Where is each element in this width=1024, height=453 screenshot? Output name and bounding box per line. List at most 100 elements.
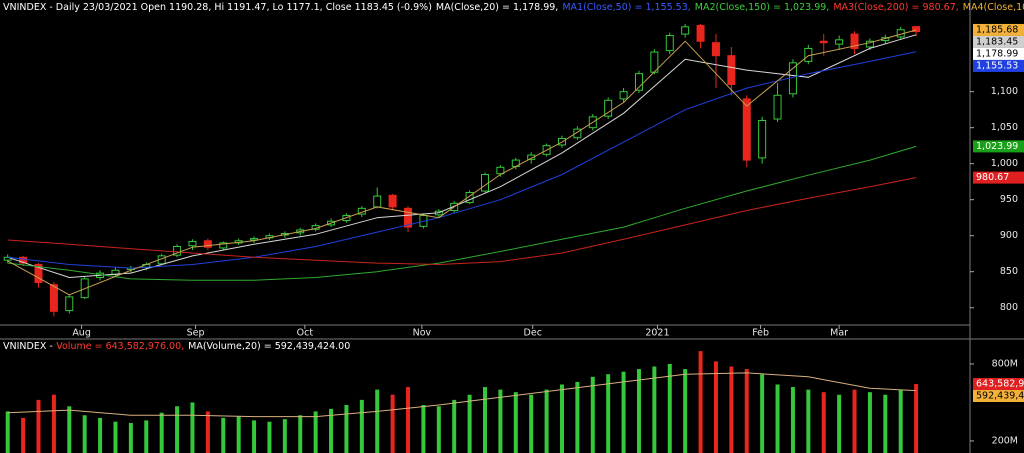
legend-entry: MA2(Close,150) = 1,023.99, — [695, 2, 830, 13]
y-tick-label: 200M — [992, 435, 1018, 446]
volume-bar — [821, 392, 826, 453]
value-box — [973, 140, 1024, 153]
candle-body — [912, 26, 921, 33]
y-tick-label: 850 — [1000, 266, 1018, 277]
volume-bar — [575, 381, 580, 453]
value-box-label: 1,178.99 — [976, 48, 1018, 59]
volume-bar — [21, 417, 26, 453]
candle-body — [188, 240, 197, 247]
y-tick-label: 1,050 — [991, 122, 1018, 133]
y-tick-label: 900 — [1000, 230, 1018, 241]
volume-bar — [375, 389, 380, 453]
volume-bar — [205, 411, 210, 453]
volume-bar — [298, 415, 303, 453]
volume-bar — [559, 384, 564, 453]
volume-bar — [67, 406, 72, 453]
x-tick-label: Dec — [524, 328, 542, 339]
y-tick-label: 800M — [992, 358, 1018, 369]
y-tick-label: 1,100 — [991, 86, 1018, 97]
x-tick-label: Sep — [187, 328, 205, 339]
candle-body — [604, 99, 613, 117]
value-box-label: 1,023.99 — [976, 141, 1018, 152]
volume-bar — [421, 405, 426, 453]
candle-body — [65, 296, 74, 312]
x-tick-label: Mar — [830, 328, 848, 339]
candle-body — [219, 242, 228, 249]
volume-bar — [359, 399, 364, 453]
volume-bar — [329, 408, 334, 453]
candle-body — [758, 119, 767, 159]
value-box — [973, 378, 1024, 391]
volume-bar — [590, 376, 595, 453]
volume-bar — [775, 384, 780, 453]
legend-entry: MA(Volume,20) = 592,439,424.00 — [188, 341, 350, 352]
candle-body — [404, 207, 413, 228]
candle-body — [527, 154, 536, 160]
candle-body — [465, 191, 474, 204]
volume-bar — [867, 392, 872, 453]
volume-bar — [236, 416, 241, 453]
value-box-label: 1,155.53 — [976, 60, 1018, 71]
volume-bar — [683, 369, 688, 453]
candle-body — [711, 42, 720, 57]
candle-body — [681, 26, 690, 35]
candle-body — [835, 39, 844, 45]
candle-body — [773, 94, 782, 120]
x-tick-label: 2021 — [645, 328, 669, 339]
volume-bar — [713, 361, 718, 453]
volume-bar — [144, 420, 149, 453]
header-title: VNINDEX - — [3, 341, 52, 352]
candle-body — [481, 173, 489, 192]
candle-body — [203, 240, 212, 248]
volume-bar — [729, 366, 734, 453]
candle-body — [173, 246, 182, 256]
volume-bar — [452, 399, 457, 453]
panel-header: VNINDEX - Daily 23/03/2021 Open 1190.28,… — [3, 2, 1024, 13]
volume-bar — [898, 389, 903, 453]
legend-entry: MA3(Close,200) = 980.67, — [833, 2, 958, 13]
candle-body — [619, 91, 628, 100]
volume-bar — [5, 411, 10, 453]
candle-body — [850, 33, 859, 49]
volume-bar — [698, 351, 703, 453]
value-box — [973, 35, 1024, 48]
value-box-label: 1,183.45 — [976, 36, 1018, 47]
volume-bar — [529, 394, 534, 453]
candle-body — [696, 24, 705, 42]
x-tick-label: Nov — [413, 328, 432, 339]
volume-bar — [282, 419, 287, 453]
volume-bar — [790, 387, 795, 453]
volume-bar — [606, 374, 611, 453]
volume-bar — [175, 406, 180, 453]
volume-bar — [390, 394, 395, 453]
y-tick-label: 950 — [1000, 194, 1018, 205]
candle-body — [819, 40, 828, 44]
volume-bar — [159, 412, 164, 453]
legend-entry: Volume = 643,582,976.00, — [56, 341, 184, 352]
x-tick-label: Feb — [752, 328, 769, 339]
volume-bar — [267, 421, 272, 453]
volume-bar — [36, 399, 41, 453]
value-box-label: 643,582,976.00 — [976, 379, 1024, 390]
volume-bar — [190, 402, 195, 453]
volume-bar — [344, 405, 349, 453]
volume-bar — [667, 363, 672, 453]
ma-line — [7, 372, 917, 418]
ma-line — [7, 145, 917, 281]
volume-bar — [621, 371, 626, 453]
value-box — [973, 59, 1024, 72]
volume-bar — [436, 406, 441, 453]
volume-bar — [51, 394, 56, 453]
y-tick-label: 800 — [1000, 302, 1018, 313]
candle-body — [373, 195, 382, 208]
volume-bar — [467, 394, 472, 453]
volume-bar — [744, 369, 749, 453]
legend-entry: MA4(Close,10) = 1,185.68 — [963, 2, 1024, 13]
volume-bar — [498, 389, 503, 453]
panel-header: VNINDEX - Volume = 643,582,976.00, MA(Volu… — [3, 341, 350, 352]
legend-entry: MA(Close,20) = 1,178.99, — [436, 2, 558, 13]
volume-bar — [221, 417, 226, 453]
volume-bar — [82, 415, 87, 453]
